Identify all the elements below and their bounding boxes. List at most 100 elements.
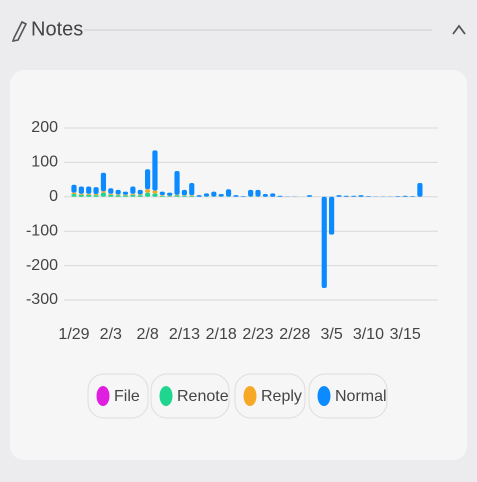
bar-segment (263, 194, 268, 197)
bar-segment (116, 195, 121, 197)
legend-swatch (318, 386, 331, 406)
bar-segment (336, 195, 341, 197)
bar-segment (204, 193, 209, 196)
bar-segment (130, 186, 135, 193)
bar-segment (189, 196, 194, 197)
bar-segment (189, 183, 194, 195)
bar-segment (197, 195, 202, 197)
bar-segment (79, 194, 84, 195)
bar-segment (71, 193, 76, 194)
legend-swatch (244, 386, 257, 406)
x-tick-label: 2/3 (100, 326, 122, 343)
bar-segment (93, 195, 98, 197)
legend-label: Normal (335, 388, 387, 405)
bar-segment (130, 194, 135, 195)
x-tick-label: 2/18 (206, 326, 237, 343)
bar-segment (322, 197, 327, 288)
legend-label: Renote (177, 388, 229, 405)
legend-swatch (160, 386, 173, 406)
bar-segment (123, 195, 128, 196)
bar-segment (101, 193, 106, 197)
bar-segment (86, 186, 91, 193)
y-tick-label: 100 (31, 154, 58, 171)
bar-segment (366, 196, 371, 197)
x-tick-label: 2/8 (136, 326, 158, 343)
y-tick-label: -200 (26, 257, 58, 274)
bar-segment (152, 150, 157, 190)
bar-segment (145, 189, 150, 192)
bar-segment (182, 196, 187, 197)
bar-segment (108, 194, 113, 195)
y-tick-label: 0 (49, 188, 58, 205)
legend-label: File (114, 388, 140, 405)
bar-segment (344, 196, 349, 197)
bar-segment (123, 195, 128, 196)
bar-segment (226, 189, 231, 196)
bar-segment (86, 195, 91, 197)
bar-segment (145, 193, 150, 197)
bar-segment (93, 194, 98, 195)
bar-segment (182, 190, 187, 196)
x-tick-label: 3/5 (320, 326, 342, 343)
bar-segment (160, 192, 165, 195)
bar-segment (248, 190, 253, 197)
bar-segment (277, 196, 282, 197)
pencil-icon (13, 22, 26, 41)
bar-segment (138, 190, 143, 194)
bar-segment (152, 193, 157, 196)
bar-segment (417, 183, 422, 197)
bar-segment (145, 169, 150, 189)
bar-segment (130, 195, 135, 197)
bar-segment (101, 173, 106, 192)
x-tick-label: 3/10 (353, 326, 384, 343)
legend-label: Reply (261, 388, 302, 405)
bar-segment (167, 193, 172, 196)
bar-segment (270, 193, 275, 196)
y-tick-label: -100 (26, 222, 58, 239)
x-tick-label: 2/28 (279, 326, 310, 343)
bar-segment (255, 190, 260, 197)
bar-segment (395, 196, 400, 197)
bar-segment (410, 196, 415, 197)
collapse-button[interactable] (453, 26, 465, 34)
bar-segment (160, 196, 165, 197)
y-tick-label: -300 (26, 291, 58, 308)
y-tick-label: 200 (31, 119, 58, 136)
bar-segment (71, 194, 76, 197)
bar-segment (211, 192, 216, 197)
legend-swatch (97, 386, 110, 406)
bar-segment (79, 195, 84, 197)
bar-segment (233, 195, 238, 197)
bar-segment (403, 196, 408, 197)
bar-segment (116, 194, 121, 195)
bar-segment (138, 195, 143, 197)
bar-segment (174, 195, 179, 196)
bar-segment (79, 186, 84, 193)
bar-segment (241, 196, 246, 197)
bar-segment (329, 197, 334, 235)
bar-segment (108, 195, 113, 197)
bar-segment (152, 191, 157, 194)
bar-segment (160, 195, 165, 196)
bar-segment (71, 185, 76, 193)
bar-segment (174, 171, 179, 195)
x-tick-label: 1/29 (58, 326, 89, 343)
widget-title: Notes (31, 18, 83, 40)
bar-segment (189, 195, 194, 196)
bar-segment (358, 195, 363, 197)
bar-segment (123, 192, 128, 195)
bar-segment (108, 188, 113, 194)
bar-segment (116, 190, 121, 194)
bar-segment (167, 196, 172, 197)
x-tick-label: 3/15 (390, 326, 421, 343)
bar-segment (86, 194, 91, 195)
bar-segment (307, 195, 312, 197)
bar-segment (351, 196, 356, 197)
x-tick-label: 2/23 (242, 326, 273, 343)
bar-segment (138, 194, 143, 195)
bar-segment (93, 187, 98, 194)
bar-segment (101, 191, 106, 192)
bar-segment (219, 194, 224, 196)
